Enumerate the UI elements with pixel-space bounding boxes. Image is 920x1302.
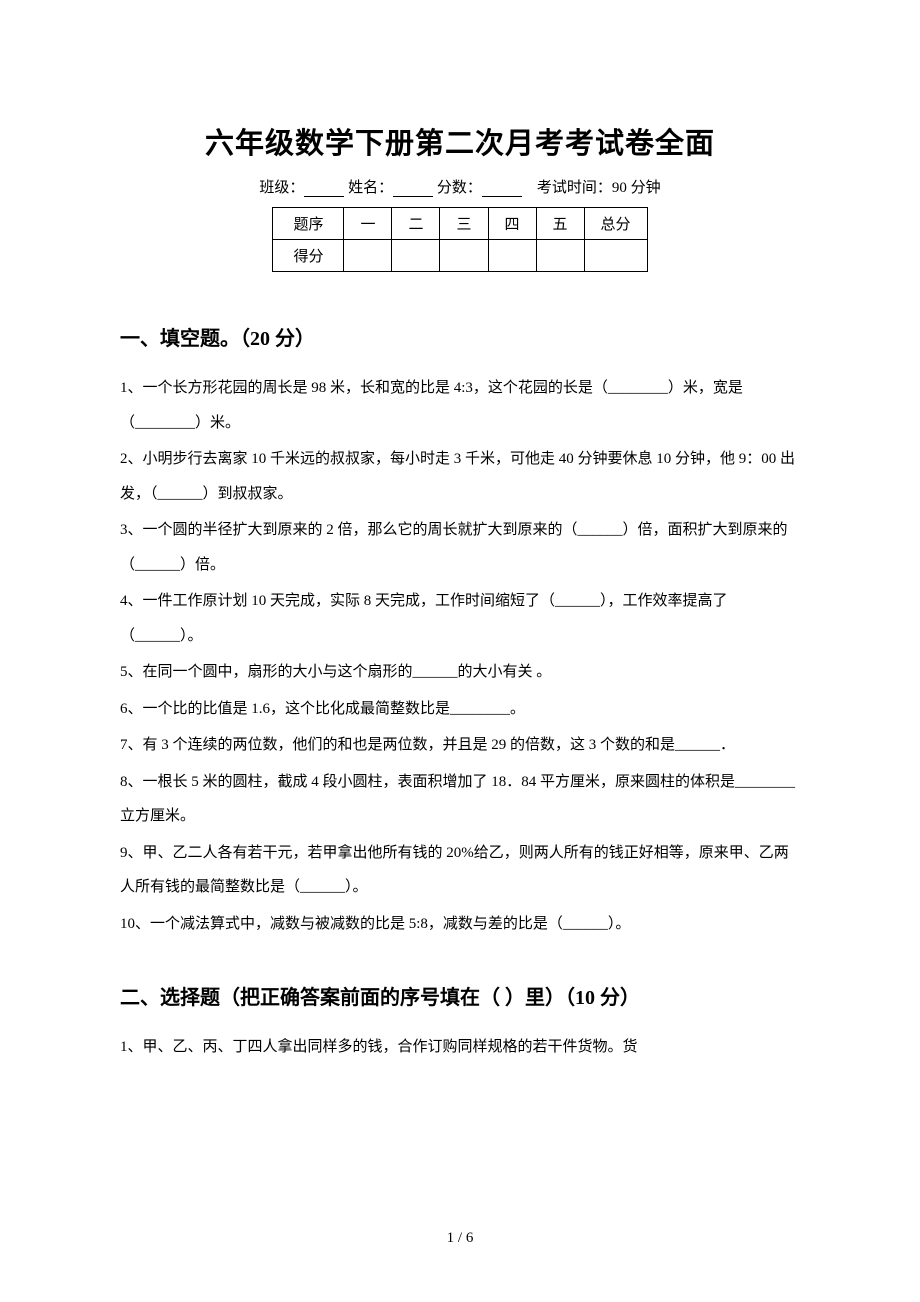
score-cell bbox=[536, 240, 584, 272]
score-row-label: 得分 bbox=[273, 240, 344, 272]
question-item: 6、一个比的比值是 1.6，这个比化成最简整数比是________。 bbox=[120, 692, 800, 727]
score-cell bbox=[344, 240, 392, 272]
score-table: 题序 一 二 三 四 五 总分 得分 bbox=[272, 207, 647, 272]
header-cell: 题序 bbox=[273, 208, 344, 240]
header-cell: 五 bbox=[536, 208, 584, 240]
question-item: 7、有 3 个连续的两位数，他们的和也是两位数，并且是 29 的倍数，这 3 个… bbox=[120, 728, 800, 763]
page-title: 六年级数学下册第二次月考考试卷全面 bbox=[120, 120, 800, 162]
score-blank bbox=[482, 181, 522, 197]
question-item: 3、一个圆的半径扩大到原来的 2 倍，那么它的周长就扩大到原来的（______）… bbox=[120, 513, 800, 582]
question-item: 9、甲、乙二人各有若干元，若甲拿出他所有钱的 20%给乙，则两人所有的钱正好相等… bbox=[120, 836, 800, 905]
header-cell: 四 bbox=[488, 208, 536, 240]
name-label: 姓名： bbox=[348, 180, 393, 196]
class-label: 班级： bbox=[259, 180, 304, 196]
score-cell bbox=[488, 240, 536, 272]
score-cell bbox=[584, 240, 647, 272]
question-item: 2、小明步行去离家 10 千米远的叔叔家，每小时走 3 千米，可他走 40 分钟… bbox=[120, 442, 800, 511]
score-table-score-row: 得分 bbox=[273, 240, 647, 272]
student-info: 班级： 姓名： 分数： 考试时间：90 分钟 bbox=[120, 176, 800, 197]
exam-time-label: 考试时间：90 分钟 bbox=[537, 180, 661, 196]
score-cell bbox=[440, 240, 488, 272]
question-item: 10、一个减法算式中，减数与被减数的比是 5:8，减数与差的比是（______）… bbox=[120, 907, 800, 942]
score-label: 分数： bbox=[437, 180, 482, 196]
header-cell: 总分 bbox=[584, 208, 647, 240]
name-blank bbox=[393, 181, 433, 197]
header-cell: 二 bbox=[392, 208, 440, 240]
section1-heading: 一、填空题。（20 分） bbox=[120, 322, 800, 351]
question-item: 5、在同一个圆中，扇形的大小与这个扇形的______的大小有关 。 bbox=[120, 655, 800, 690]
question-item: 8、一根长 5 米的圆柱，截成 4 段小圆柱，表面积增加了 18．84 平方厘米… bbox=[120, 765, 800, 834]
section2-heading: 二、选择题（把正确答案前面的序号填在（ ）里）（10 分） bbox=[120, 981, 800, 1010]
page-number: 1 / 6 bbox=[0, 1230, 920, 1247]
header-cell: 一 bbox=[344, 208, 392, 240]
question-item: 4、一件工作原计划 10 天完成，实际 8 天完成，工作时间缩短了（______… bbox=[120, 584, 800, 653]
question-item: 1、一个长方形花园的周长是 98 米，长和宽的比是 4:3，这个花园的长是（__… bbox=[120, 371, 800, 440]
question-item: 1、甲、乙、丙、丁四人拿出同样多的钱，合作订购同样规格的若干件货物。货 bbox=[120, 1030, 800, 1065]
score-cell bbox=[392, 240, 440, 272]
class-blank bbox=[304, 181, 344, 197]
score-table-header-row: 题序 一 二 三 四 五 总分 bbox=[273, 208, 647, 240]
header-cell: 三 bbox=[440, 208, 488, 240]
